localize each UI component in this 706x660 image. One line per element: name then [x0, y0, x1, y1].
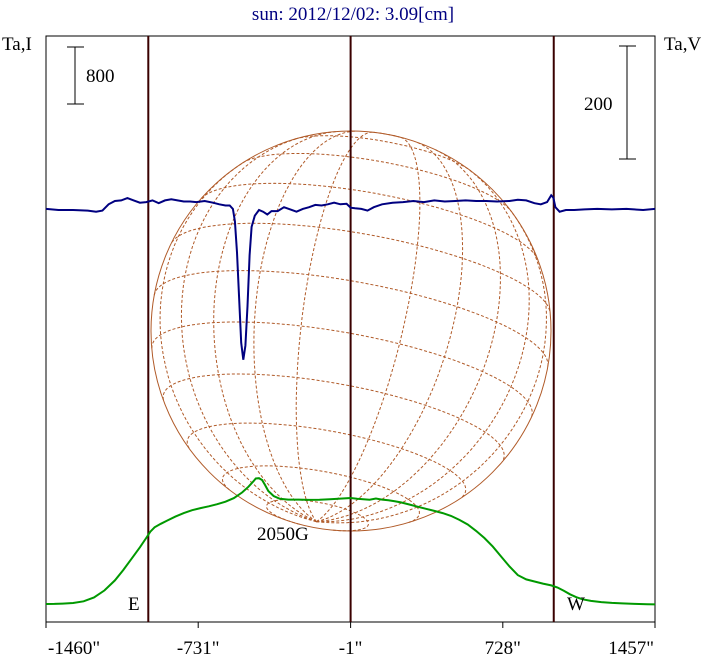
scale-bar-left — [67, 46, 84, 105]
disk-parallel — [153, 270, 549, 367]
x-tick-label: -1460" — [48, 638, 100, 659]
vertical-reference-lines — [147, 36, 555, 622]
disk-parallel — [265, 499, 370, 532]
west-limb-label: W — [567, 594, 585, 615]
disk-parallel — [162, 373, 505, 462]
scale-bar-right-label: 200 — [584, 94, 613, 115]
disk-meridian — [253, 130, 357, 523]
disk-meridian — [295, 131, 374, 522]
scale-bar-left-label: 800 — [86, 66, 115, 87]
x-tick-label: 728" — [485, 638, 521, 659]
scale-bar-right — [619, 45, 636, 160]
disk-parallel — [186, 422, 467, 499]
disk-meridian — [180, 137, 317, 523]
field-strength-annotation: 2050G — [257, 524, 309, 545]
x-tick-label: -731" — [177, 638, 220, 659]
disk-parallel — [171, 222, 551, 312]
disk-parallel — [295, 135, 471, 172]
x-axis-ticks: -1460" -731" -1" 728" 1457" — [45, 622, 656, 659]
disk-parallel — [242, 153, 512, 213]
x-tick-label: -1" — [339, 638, 363, 659]
disk-meridian — [316, 211, 547, 524]
disk-parallel — [373, 131, 401, 138]
chart-title: sun: 2012/12/02: 3.09[cm] — [252, 4, 454, 25]
disk-meridian — [316, 149, 501, 523]
disk-parallel — [151, 321, 533, 418]
right-axis-label: Ta,V — [664, 34, 701, 55]
series-line-v — [45, 193, 656, 360]
disk-meridian — [316, 168, 530, 523]
east-limb-label: E — [128, 594, 140, 615]
series-line-i — [45, 477, 656, 606]
disk-meridian — [316, 136, 421, 523]
disk-parallel — [200, 182, 539, 260]
left-axis-label: Ta,I — [2, 34, 32, 55]
x-tick-label: 1457" — [608, 638, 654, 659]
disk-meridian — [213, 131, 336, 523]
